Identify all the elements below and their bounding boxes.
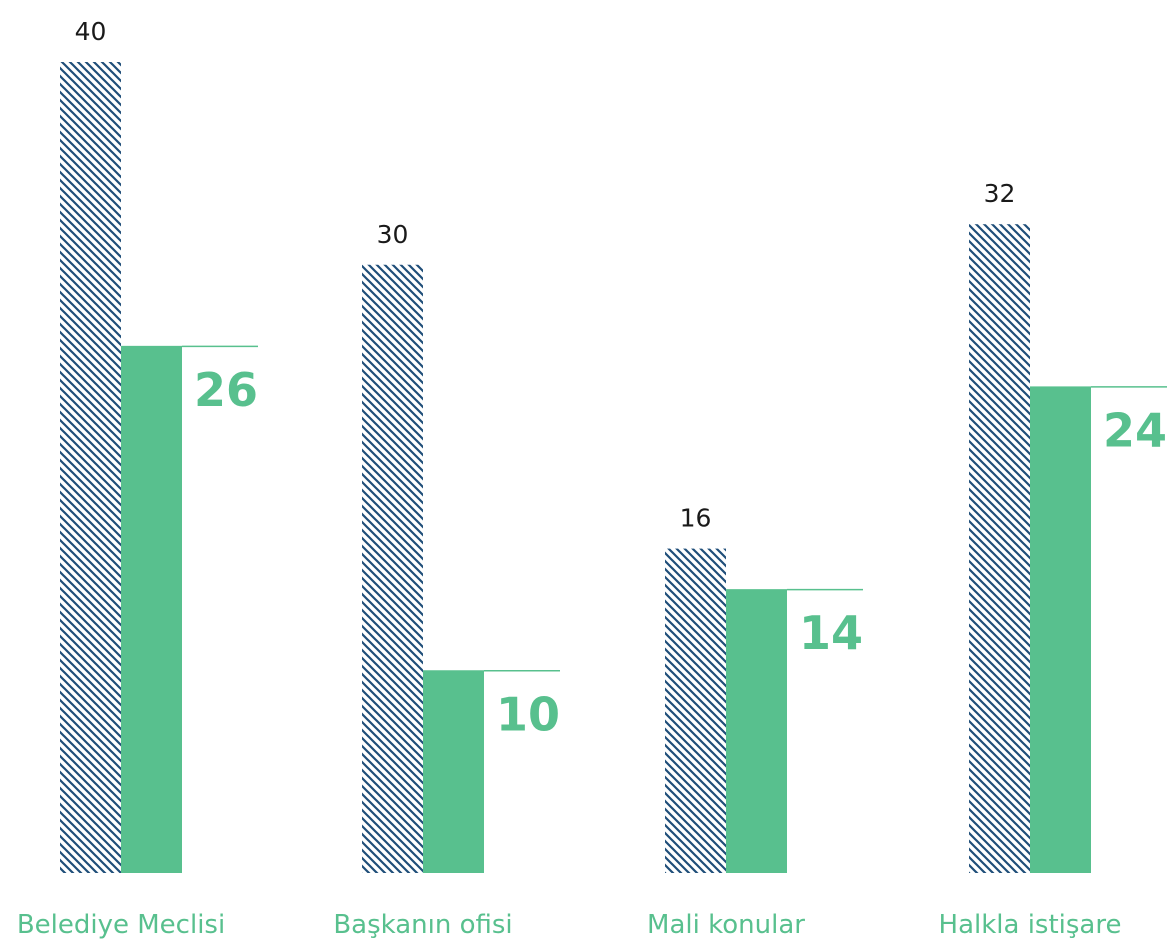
green-bar <box>423 670 484 873</box>
green-bar <box>726 589 787 873</box>
category-label: Başkanın ofisi <box>333 910 512 940</box>
hatched-bar-value-label: 30 <box>377 220 409 249</box>
hatched-bar-value-label: 40 <box>75 17 107 46</box>
bars-layer: 40 26 Belediye Meclisi 30 10 Başkanın ofisi 16… <box>17 17 1167 940</box>
hatched-bar <box>60 62 121 873</box>
category-label: Halkla istişare <box>939 910 1122 940</box>
green-bar <box>121 345 182 874</box>
green-bar-value-label: 26 <box>194 363 258 417</box>
hatched-bar <box>362 264 423 873</box>
green-bar <box>1030 386 1091 873</box>
category-label: Mali konular <box>647 910 805 940</box>
hatched-bar <box>969 224 1030 873</box>
hatched-bar-value-label: 16 <box>680 504 712 533</box>
hatched-bar <box>665 548 726 873</box>
green-bar-value-label: 14 <box>799 606 863 660</box>
category-label: Belediye Meclisi <box>17 910 225 940</box>
green-bar-value-label: 24 <box>1103 403 1167 457</box>
hatched-bar-value-label: 32 <box>984 179 1016 208</box>
green-bar-value-label: 10 <box>496 687 560 741</box>
